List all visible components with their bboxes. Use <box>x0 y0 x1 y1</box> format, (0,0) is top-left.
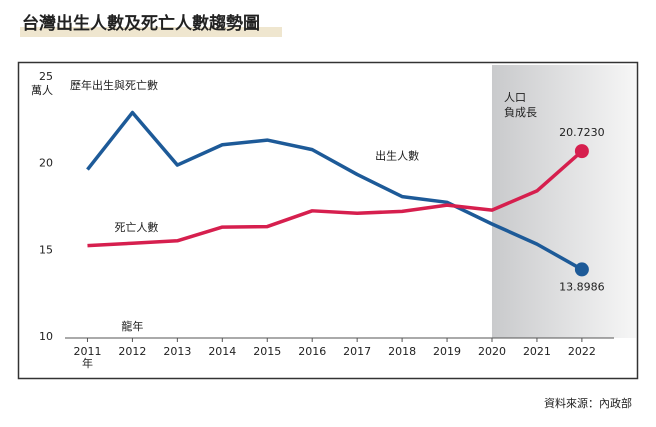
x-tick-label: 2018 <box>388 345 416 358</box>
end-point <box>574 144 589 159</box>
value-label: 20.7230 <box>559 126 605 139</box>
x-tick-label: 2012 <box>118 345 146 358</box>
shade-label: 負成長 <box>504 106 537 119</box>
y-tick-label: 10 <box>39 330 53 343</box>
frame <box>17 61 639 380</box>
title-highlight <box>20 27 282 37</box>
x-axis-label: 年 <box>82 356 93 370</box>
value-label: 13.8986 <box>559 280 605 293</box>
annotation: 龍年 <box>121 319 143 333</box>
y-axis-label: 萬人 <box>31 84 53 97</box>
x-tick-label: 2022 <box>568 345 596 358</box>
x-tick-label: 2021 <box>523 345 551 358</box>
y-tick-label: 25 <box>39 70 53 83</box>
series-label: 出生人數 <box>375 148 419 162</box>
x-tick-label: 2017 <box>343 345 371 358</box>
x-tick-label: 2020 <box>478 345 506 358</box>
chart-title: 台灣出生人數及死亡人數趨勢圖 <box>22 13 260 34</box>
y-tick-label: 15 <box>39 243 53 256</box>
series-line <box>87 149 584 248</box>
end-point <box>574 262 589 277</box>
x-tick-label: 2014 <box>208 345 236 358</box>
source: 資料來源：內政部 <box>544 396 632 410</box>
x-tick-label: 2019 <box>433 345 461 358</box>
x-tick-label: 2016 <box>298 345 326 358</box>
x-tick-label: 2015 <box>253 345 281 358</box>
series-label: 死亡人數 <box>114 220 158 234</box>
x-tick-label: 2011 <box>73 345 101 358</box>
x-tick-label: 2013 <box>163 345 191 358</box>
y-tick-label: 20 <box>39 157 53 170</box>
subtitle: 歷年出生與死亡數 <box>70 78 158 92</box>
shade-label: 人口 <box>504 91 526 104</box>
series-line <box>86 110 583 271</box>
